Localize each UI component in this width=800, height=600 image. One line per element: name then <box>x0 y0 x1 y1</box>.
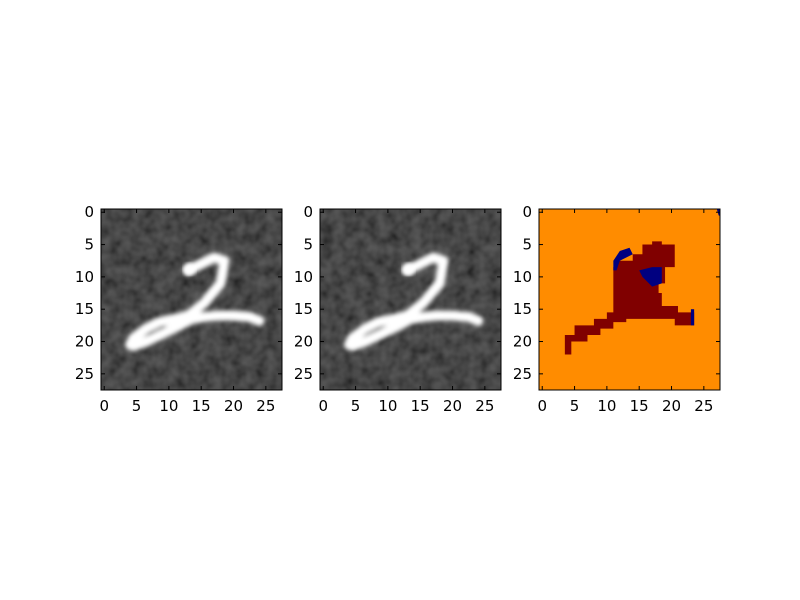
y-tick-label: 0 <box>303 203 313 221</box>
y-tick-label: 0 <box>522 203 532 221</box>
y-tick-label: 25 <box>75 365 94 383</box>
x-tick-label: 0 <box>537 397 547 415</box>
image-noise <box>101 209 282 390</box>
x-tick-label: 15 <box>411 397 430 415</box>
x-tick-label: 0 <box>99 397 109 415</box>
region-class-blue-3 <box>691 309 694 325</box>
y-tick-label: 0 <box>84 203 94 221</box>
x-tick-label: 5 <box>570 397 580 415</box>
image-noise <box>320 209 501 390</box>
y-tick-label: 20 <box>294 333 313 351</box>
x-tick-label: 20 <box>224 397 243 415</box>
x-tick-label: 25 <box>694 397 713 415</box>
x-tick-label: 10 <box>378 397 397 415</box>
y-tick-label: 10 <box>294 268 313 286</box>
x-tick-label: 20 <box>662 397 681 415</box>
x-tick-label: 0 <box>318 397 328 415</box>
y-tick-label: 20 <box>513 333 532 351</box>
x-tick-label: 10 <box>597 397 616 415</box>
y-tick-label: 15 <box>294 300 313 318</box>
digit-dot <box>403 263 415 275</box>
panel-1: 0 0 5 5 10 10 15 15 20 20 25 25 <box>75 203 282 415</box>
x-tick-label: 15 <box>192 397 211 415</box>
reconstructed-image <box>320 209 501 390</box>
segmentation-map <box>539 209 723 390</box>
panel-2: 0 0 5 5 10 10 15 15 20 20 25 25 <box>294 203 501 415</box>
y-tick-label: 25 <box>294 365 313 383</box>
y-tick-label: 10 <box>75 268 94 286</box>
y-tick-label: 5 <box>522 236 532 254</box>
y-tick-label: 15 <box>513 300 532 318</box>
x-tick-label: 25 <box>475 397 494 415</box>
y-tick-label: 5 <box>84 236 94 254</box>
y-tick-label: 10 <box>513 268 532 286</box>
digit-dot <box>184 263 196 275</box>
y-tick-label: 5 <box>303 236 313 254</box>
x-tick-label: 15 <box>630 397 649 415</box>
panel-3: 0 0 5 5 10 10 15 15 20 20 25 25 <box>513 203 723 415</box>
x-tick-label: 5 <box>132 397 142 415</box>
x-tick-label: 10 <box>159 397 178 415</box>
x-tick-label: 20 <box>443 397 462 415</box>
y-tick-label: 25 <box>513 365 532 383</box>
x-tick-label: 25 <box>256 397 275 415</box>
original-image <box>101 209 282 390</box>
x-tick-label: 5 <box>351 397 361 415</box>
y-tick-label: 15 <box>75 300 94 318</box>
y-tick-label: 20 <box>75 333 94 351</box>
